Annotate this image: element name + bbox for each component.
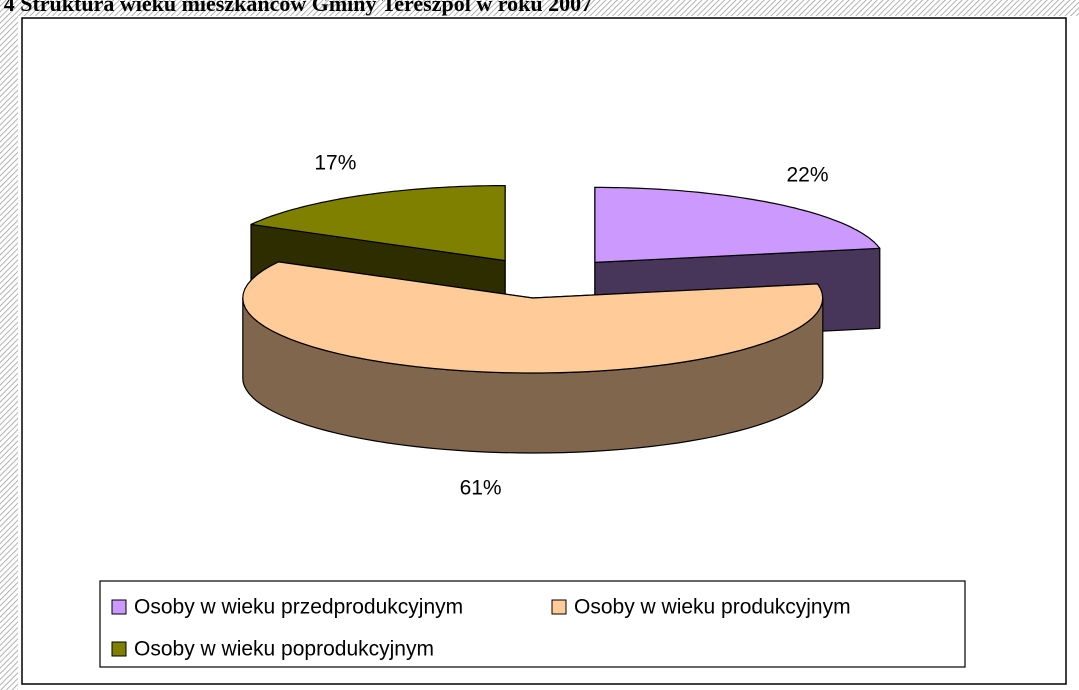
legend-swatch bbox=[111, 599, 127, 615]
slice bbox=[594, 186, 881, 263]
pie bbox=[242, 185, 881, 454]
legend-label: Osoby w wieku przedprodukcyjnym bbox=[134, 596, 463, 619]
slice bbox=[250, 185, 506, 262]
page-border bbox=[0, 0, 18, 690]
data-label: 61% bbox=[460, 477, 502, 500]
data-label: 22% bbox=[786, 163, 828, 186]
chart-title: k 4 Struktura wieku mieszkańców Gminy Te… bbox=[0, 0, 592, 16]
legend-label: Osoby w wieku produkcyjnym bbox=[574, 596, 851, 619]
page-border bbox=[0, 0, 1079, 16]
legend bbox=[99, 580, 966, 668]
legend-swatch bbox=[551, 599, 567, 615]
data-label: 17% bbox=[314, 151, 356, 174]
slice bbox=[242, 261, 824, 374]
legend-swatch bbox=[111, 641, 127, 657]
legend-label: Osoby w wieku poprodukcyjnym bbox=[134, 638, 434, 661]
